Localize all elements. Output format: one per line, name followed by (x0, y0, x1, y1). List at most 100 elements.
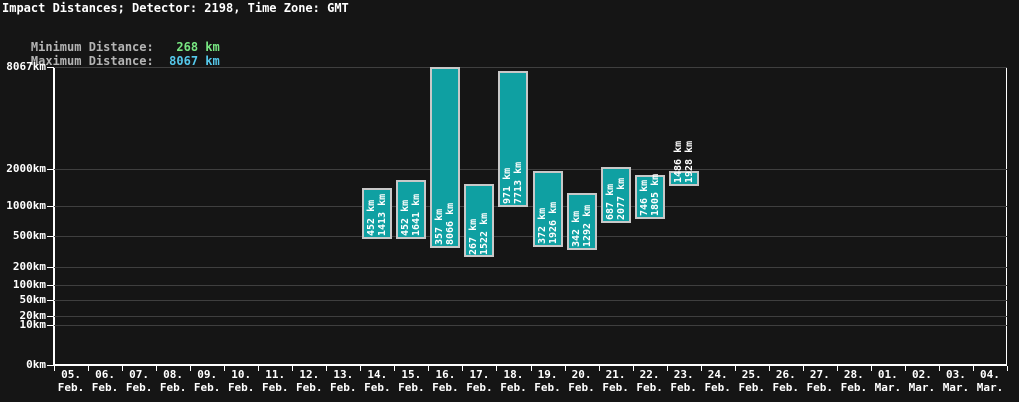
range-bar (669, 171, 699, 186)
x-axis-label: 28. Feb. (837, 368, 871, 394)
x-label-day: 17. (469, 368, 490, 381)
x-axis-tick (54, 366, 55, 371)
x-axis-label: 23. Feb. (667, 368, 701, 394)
y-axis-label: 1000km (6, 199, 46, 212)
x-label-month: Feb. (159, 381, 187, 394)
x-label-day: 14. (367, 368, 388, 381)
x-axis-label: 27. Feb. (803, 368, 837, 394)
bar-range-label: 357 km 8066 km (434, 202, 456, 245)
x-axis-label: 26. Feb. (769, 368, 803, 394)
x-label-day: 06. (95, 368, 115, 381)
x-axis-label: 16. Feb. (428, 368, 462, 394)
x-axis-tick (769, 366, 770, 371)
x-axis-tick (803, 366, 804, 371)
y-gridline (54, 325, 1007, 326)
x-label-day: 07. (129, 368, 150, 381)
x-axis-label: 12. Feb. (292, 368, 326, 394)
x-label-day: 12. (299, 368, 320, 381)
range-bar (498, 71, 528, 207)
x-label-day: 20. (571, 368, 592, 381)
range-bar (464, 184, 494, 257)
x-axis-tick (360, 366, 361, 371)
x-axis-label: 02. Mar. (905, 368, 939, 394)
x-axis-tick (565, 366, 566, 371)
x-label-month: Feb. (91, 381, 119, 394)
x-label-day: 01. (877, 368, 898, 381)
x-label-month: Feb. (602, 381, 629, 394)
x-label-day: 13. (333, 368, 354, 381)
x-label-month: Feb. (568, 381, 595, 394)
y-axis-label: 500km (12, 229, 46, 242)
bar-range-label: 746 km 1805 km (639, 173, 661, 216)
x-axis-tick (905, 366, 906, 371)
bar-range-label: 687 km 2077 km (605, 177, 627, 220)
x-label-month: Feb. (670, 381, 697, 394)
y-axis-line (53, 67, 55, 365)
x-label-month: Feb. (500, 381, 527, 394)
x-axis-label: 17. Feb. (462, 368, 496, 394)
x-axis-tick (1007, 366, 1008, 371)
x-label-month: Mar. (976, 381, 1004, 394)
x-label-day: 02. (911, 368, 932, 381)
y-axis-label: 50km (19, 293, 47, 306)
x-axis-tick (428, 366, 429, 371)
x-axis-label: 25. Feb. (735, 368, 769, 394)
x-label-month: Feb. (227, 381, 255, 394)
y-gridline (54, 206, 1007, 207)
x-axis-label: 04. Mar. (973, 368, 1007, 394)
x-label-day: 11. (265, 368, 286, 381)
x-label-month: Feb. (466, 381, 493, 394)
bar-range-label: 452 km 1641 km (400, 193, 422, 236)
x-label-day: 26. (775, 368, 796, 381)
x-label-month: Feb. (840, 381, 868, 394)
x-axis-label: 19. Feb. (531, 368, 565, 394)
x-axis-tick (292, 366, 293, 371)
y-axis-tick (47, 300, 54, 301)
x-label-day: 27. (809, 368, 830, 381)
range-bar (430, 67, 460, 248)
y-axis-label: 2000km (6, 162, 46, 175)
maximum-distance-value: 8067 km (169, 54, 220, 68)
x-axis-label: 18. Feb. (496, 368, 530, 394)
x-label-day: 24. (707, 368, 728, 381)
x-axis-tick (258, 366, 259, 371)
x-axis-label: 10. Feb. (224, 368, 258, 394)
x-axis-tick (599, 366, 600, 371)
x-label-month: Feb. (806, 381, 834, 394)
x-label-day: 18. (503, 368, 524, 381)
x-axis-tick (496, 366, 497, 371)
y-gridline (54, 236, 1007, 237)
x-label-month: Feb. (534, 381, 561, 394)
x-axis-tick (973, 366, 974, 371)
x-axis-tick (701, 366, 702, 371)
y-axis-tick (47, 169, 54, 170)
x-axis-label: 20. Feb. (565, 368, 599, 394)
x-axis-tick (735, 366, 736, 371)
x-label-month: Feb. (296, 381, 323, 394)
x-label-day: 05. (61, 368, 81, 381)
y-axis-label: 20km (19, 309, 47, 322)
x-label-month: Feb. (57, 381, 85, 394)
x-axis-tick (837, 366, 838, 371)
x-label-month: Feb. (772, 381, 800, 394)
x-label-month: Mar. (908, 381, 936, 394)
y-gridline (54, 285, 1007, 286)
x-axis-line (53, 364, 1007, 366)
x-label-day: 21. (605, 368, 626, 381)
x-label-month: Feb. (261, 381, 289, 394)
x-axis-tick (462, 366, 463, 371)
x-label-day: 15. (401, 368, 422, 381)
range-bar (396, 180, 426, 239)
x-label-day: 04. (980, 368, 1000, 381)
x-axis-tick (939, 366, 940, 371)
y-axis-label: 10km (19, 318, 47, 331)
y-axis-label: 200km (12, 260, 46, 273)
x-axis-label: 24. Feb. (701, 368, 735, 394)
y-axis-label: 100km (12, 278, 46, 291)
x-label-day: 28. (843, 368, 864, 381)
x-axis-label: 05. Feb. (54, 368, 88, 394)
y-axis-label: 0km (26, 358, 46, 371)
minimum-distance-label: Minimum Distance: (30, 40, 154, 54)
x-axis-tick (531, 366, 532, 371)
x-axis-tick (871, 366, 872, 371)
